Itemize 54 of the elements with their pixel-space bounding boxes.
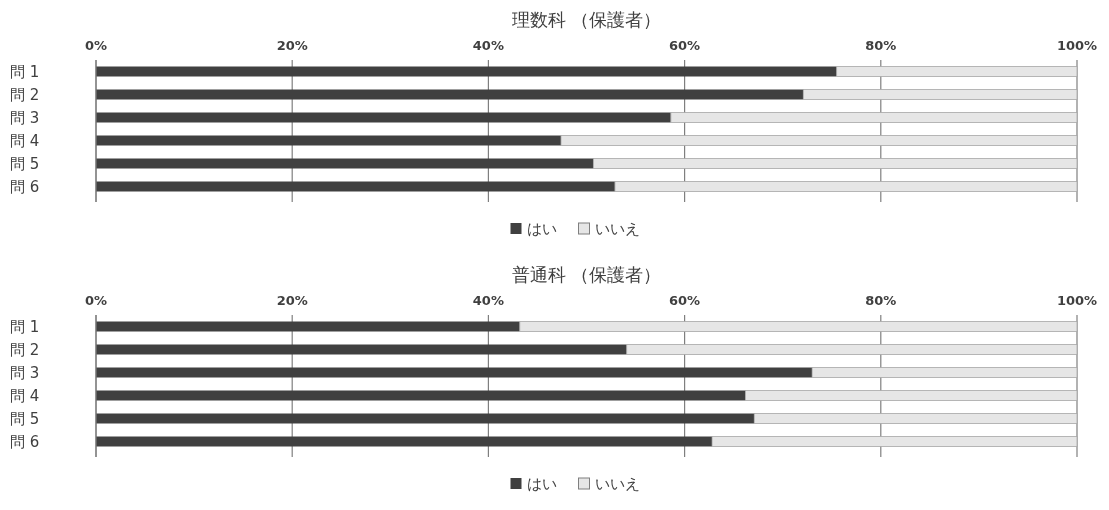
bar bbox=[96, 158, 594, 169]
y-tick-label: 問 5 bbox=[10, 409, 40, 428]
bar bbox=[753, 413, 1078, 424]
y-tick-label: 問 3 bbox=[10, 108, 40, 127]
bar bbox=[96, 112, 671, 123]
x-tick-label: 80% bbox=[865, 38, 897, 53]
legend-label: はい bbox=[526, 475, 557, 493]
legend-label: いいえ bbox=[594, 220, 640, 238]
bar bbox=[811, 367, 1078, 378]
bar bbox=[96, 344, 627, 355]
bar bbox=[592, 158, 1078, 169]
bar bbox=[711, 436, 1078, 447]
bar bbox=[745, 390, 1078, 401]
chart-title: 理数科 （保護者） bbox=[511, 9, 662, 30]
bar bbox=[670, 112, 1078, 123]
bar bbox=[96, 66, 837, 77]
bar bbox=[96, 135, 561, 146]
y-tick-label: 問 2 bbox=[10, 85, 40, 104]
chart-title: 普通科 （保護者） bbox=[511, 264, 662, 285]
y-tick-label: 問 6 bbox=[10, 177, 40, 196]
x-tick-label: 0% bbox=[84, 38, 108, 53]
y-tick-label: 問 3 bbox=[10, 363, 40, 382]
bar bbox=[802, 89, 1078, 100]
bar bbox=[96, 321, 520, 332]
x-tick-label: 40% bbox=[472, 38, 504, 53]
legend-label: はい bbox=[526, 220, 557, 238]
x-tick-label: 40% bbox=[472, 293, 504, 308]
x-tick-label: 0% bbox=[84, 293, 108, 308]
x-tick-label: 100% bbox=[1056, 293, 1098, 308]
x-tick-label: 100% bbox=[1056, 38, 1098, 53]
y-tick-label: 問 5 bbox=[10, 154, 40, 173]
bar bbox=[96, 89, 804, 100]
bar bbox=[96, 181, 615, 192]
x-tick-label: 20% bbox=[276, 293, 308, 308]
y-tick-label: 問 1 bbox=[10, 62, 40, 81]
bar bbox=[96, 413, 755, 424]
y-tick-label: 問 1 bbox=[10, 317, 40, 336]
bar bbox=[614, 181, 1078, 192]
bar bbox=[836, 66, 1078, 77]
x-tick-label: 80% bbox=[865, 293, 897, 308]
y-tick-label: 問 4 bbox=[10, 386, 40, 405]
bar bbox=[96, 436, 713, 447]
bar bbox=[560, 135, 1078, 146]
legend-label: いいえ bbox=[594, 475, 640, 493]
x-tick-label: 20% bbox=[276, 38, 308, 53]
bar bbox=[96, 390, 746, 401]
y-tick-label: 問 6 bbox=[10, 432, 40, 451]
y-tick-label: 問 4 bbox=[10, 131, 40, 150]
y-tick-label: 問 2 bbox=[10, 340, 40, 359]
x-tick-label: 60% bbox=[669, 38, 701, 53]
bar bbox=[519, 321, 1078, 332]
x-tick-label: 60% bbox=[669, 293, 701, 308]
bar bbox=[626, 344, 1078, 355]
bar bbox=[96, 367, 813, 378]
